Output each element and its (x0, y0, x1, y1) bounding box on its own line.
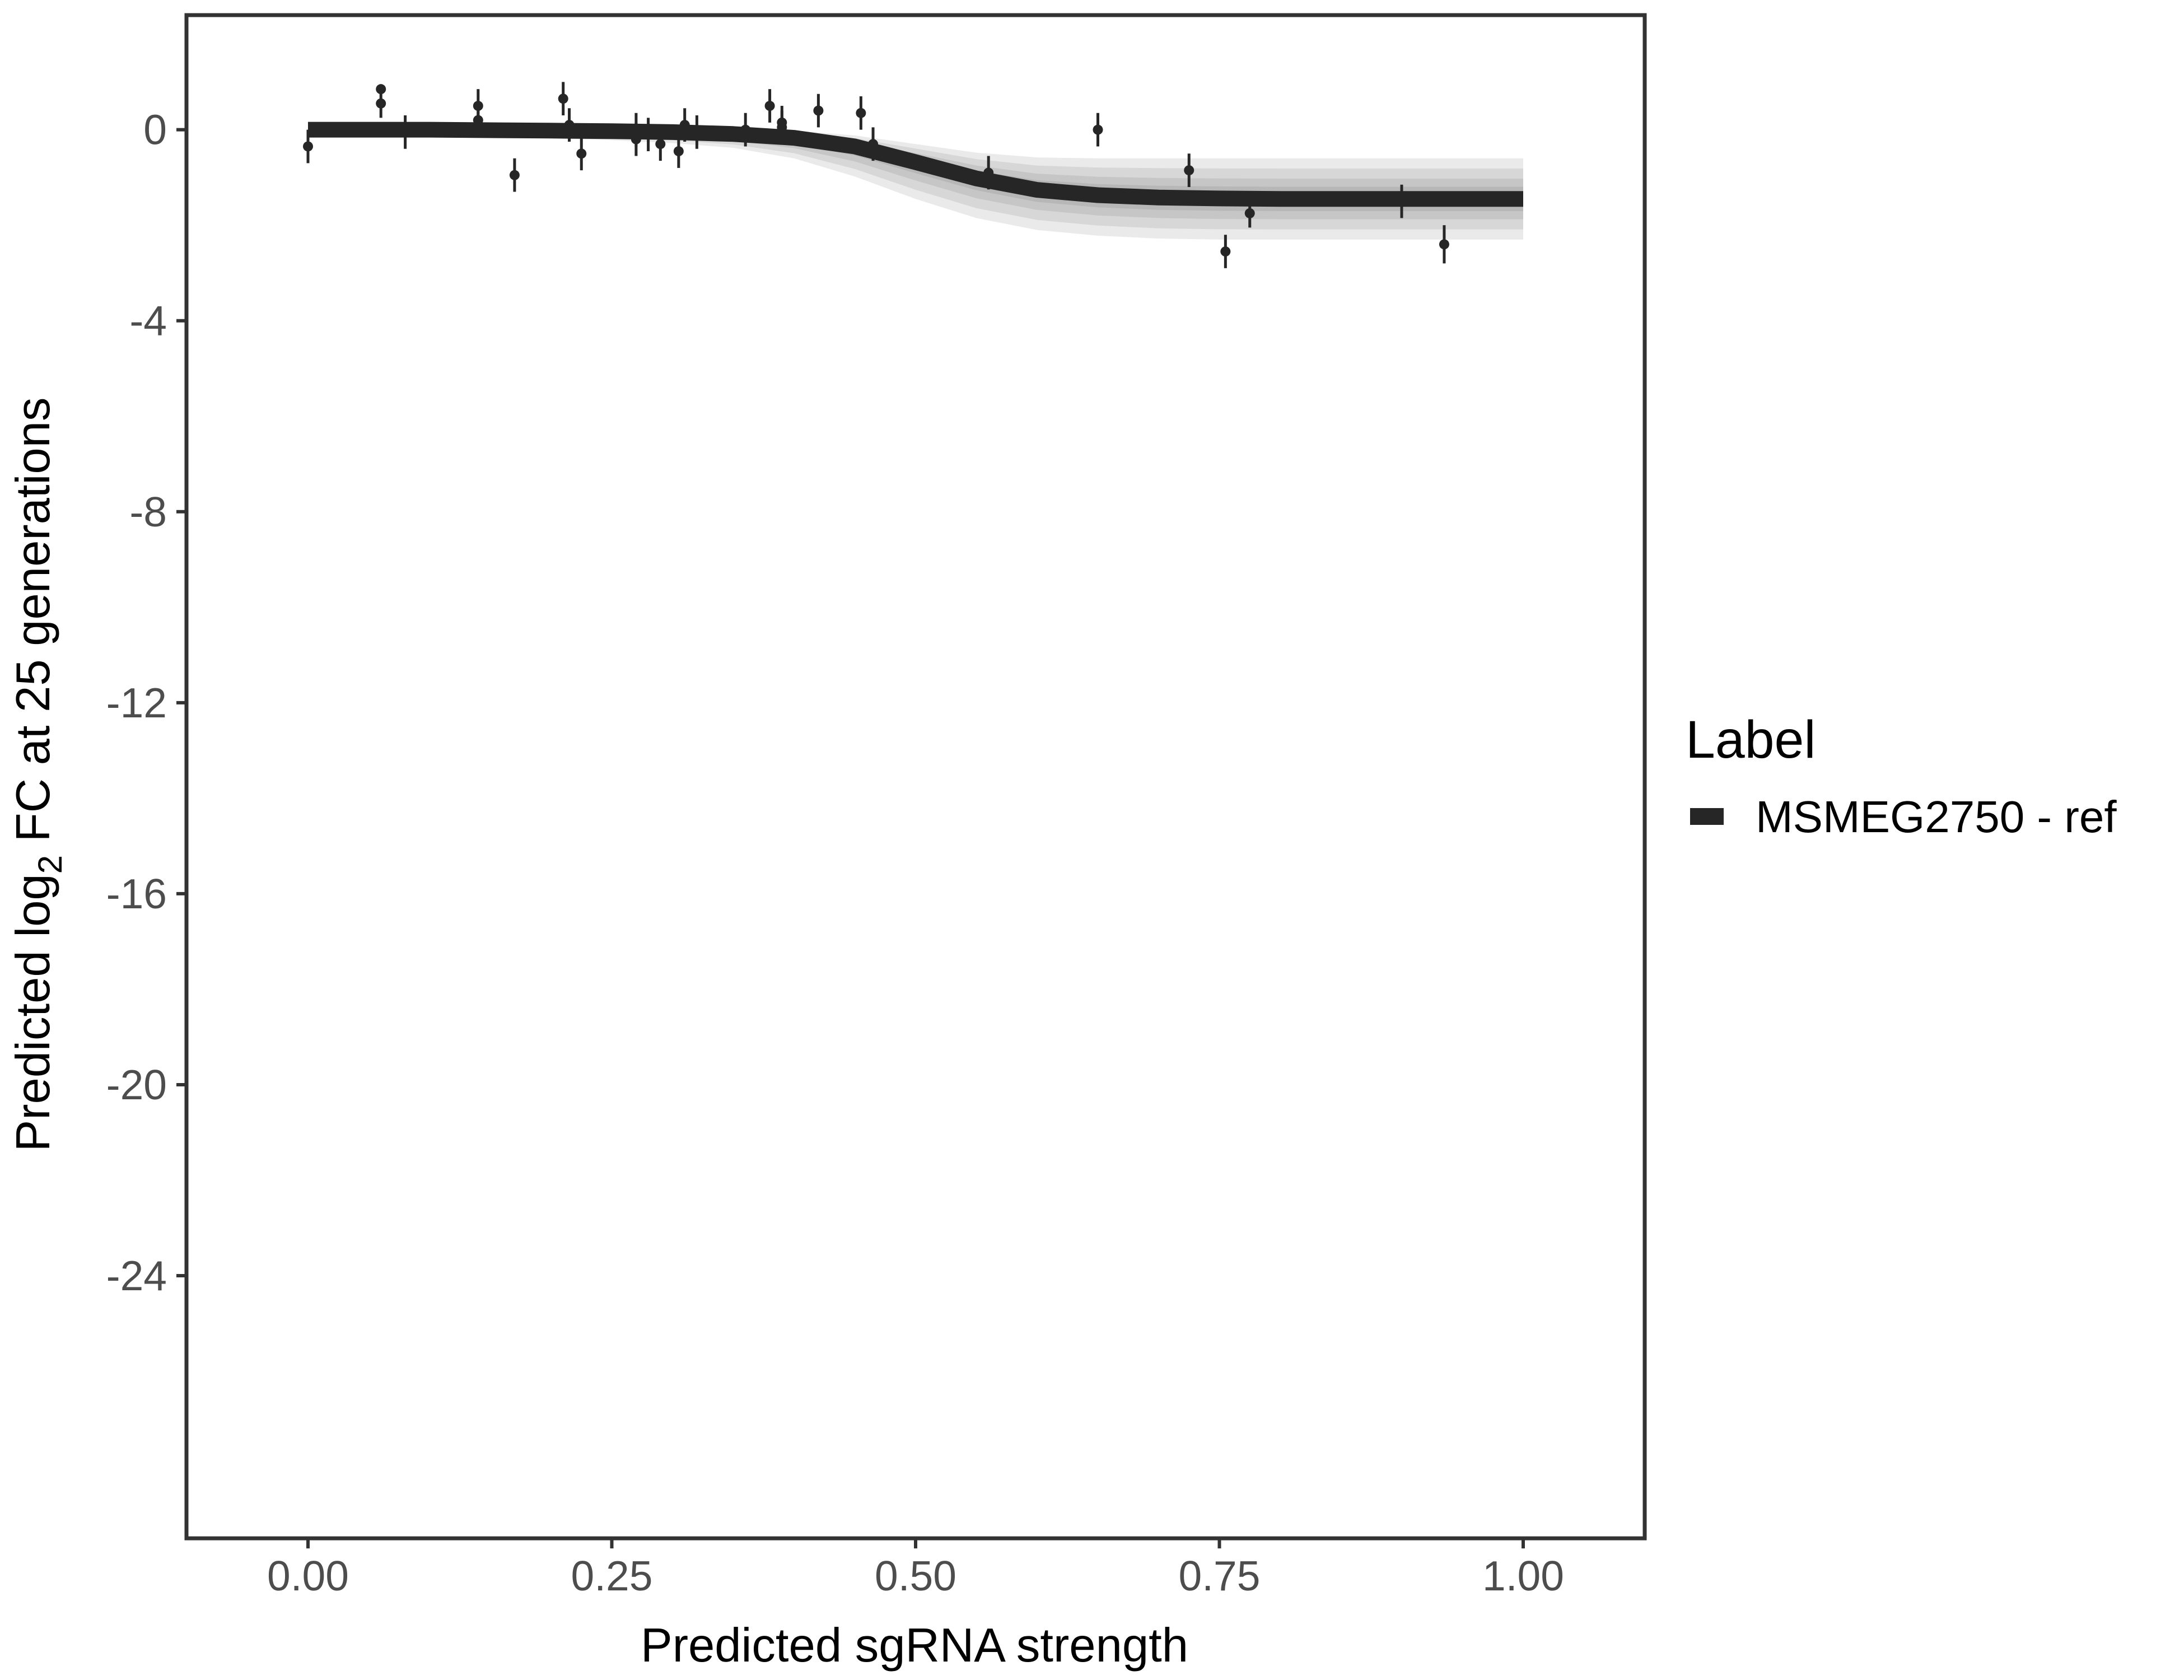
y-axis-title-prefix: Predicted log (7, 874, 60, 1151)
fit-curve (308, 122, 1523, 207)
point-marker (576, 148, 587, 159)
data-point (376, 89, 386, 118)
data-point (655, 127, 666, 161)
point-marker (1220, 246, 1231, 257)
data-point (303, 129, 313, 164)
data-point (564, 108, 575, 142)
credible-band-1 (308, 127, 1523, 240)
point-marker (1244, 208, 1255, 218)
y-tick-label: -12 (106, 679, 167, 726)
legend: Label MSMEG2750 - ref (1686, 710, 2117, 842)
point-marker (983, 167, 994, 178)
point-marker (856, 108, 866, 118)
x-tick-label: 0.50 (875, 1552, 956, 1599)
x-tick-label: 0.00 (267, 1552, 349, 1599)
data-point (673, 134, 684, 168)
point-marker (303, 141, 313, 152)
point-marker (509, 170, 520, 180)
x-axis-title: Predicted sgRNA strength (641, 1619, 1188, 1672)
data-point (1093, 113, 1103, 147)
legend-entry-label: MSMEG2750 - ref (1756, 792, 2117, 842)
fit-curve-layer (308, 122, 1523, 207)
x-tick-label: 0.25 (571, 1552, 653, 1599)
y-tick-label: -4 (129, 297, 167, 344)
point-marker (1397, 196, 1407, 207)
point-marker (740, 124, 751, 135)
x-axis: 0.00 0.25 0.50 0.75 1.00 (267, 1538, 1564, 1599)
data-point (983, 156, 994, 190)
point-marker (655, 139, 666, 150)
data-point (1244, 199, 1255, 228)
y-tick-label: 0 (143, 106, 167, 153)
data-point (643, 118, 654, 152)
data-point (679, 108, 690, 142)
y-tick-label: -16 (106, 870, 167, 917)
point-marker (400, 127, 410, 137)
point-marker (564, 120, 575, 130)
point-marker (679, 120, 690, 130)
legend-title: Label (1686, 710, 1816, 769)
point-marker (473, 115, 483, 125)
data-points-layer (303, 82, 1449, 268)
point-marker (643, 129, 654, 140)
point-marker (868, 139, 879, 150)
data-point (868, 127, 879, 161)
y-tick-label: -20 (106, 1061, 167, 1108)
data-point (473, 103, 483, 137)
point-marker (673, 146, 684, 157)
legend-key-swatch (1690, 808, 1724, 825)
plot-panel-border (184, 13, 1647, 1541)
y-axis-title-suffix: FC at 25 generations (7, 398, 60, 855)
data-point (813, 94, 824, 128)
point-marker (764, 101, 775, 111)
data-point (692, 115, 702, 149)
point-marker (777, 122, 787, 133)
data-point (764, 89, 775, 123)
point-marker (813, 105, 824, 116)
data-point (631, 113, 641, 147)
y-tick-label: -24 (106, 1252, 167, 1299)
data-point (1439, 225, 1449, 264)
point-marker (376, 98, 386, 109)
x-tick-label: 0.75 (1179, 1552, 1261, 1599)
point-marker (631, 124, 641, 135)
y-axis-title-subscript: 2 (31, 855, 69, 874)
data-point (400, 115, 410, 149)
data-point (740, 113, 751, 147)
data-point (558, 82, 568, 116)
point-marker (692, 127, 702, 137)
point-marker (1439, 239, 1449, 250)
data-point (856, 96, 866, 130)
point-marker (558, 94, 568, 104)
y-axis-title: Predicted log2 FC at 25 generations (7, 398, 69, 1152)
data-point (509, 158, 520, 192)
y-axis: 0 -4 -8 -12 -16 -20 -24 (106, 106, 186, 1299)
credible-band-layer (308, 127, 1523, 240)
data-point (1220, 235, 1231, 268)
y-tick-label: -8 (129, 488, 167, 535)
data-point (1184, 153, 1194, 187)
data-point (777, 110, 787, 144)
data-point (1397, 184, 1407, 218)
point-marker (1184, 165, 1194, 176)
x-tick-label: 1.00 (1482, 1552, 1564, 1599)
point-marker (1093, 124, 1103, 135)
data-point (576, 137, 587, 171)
